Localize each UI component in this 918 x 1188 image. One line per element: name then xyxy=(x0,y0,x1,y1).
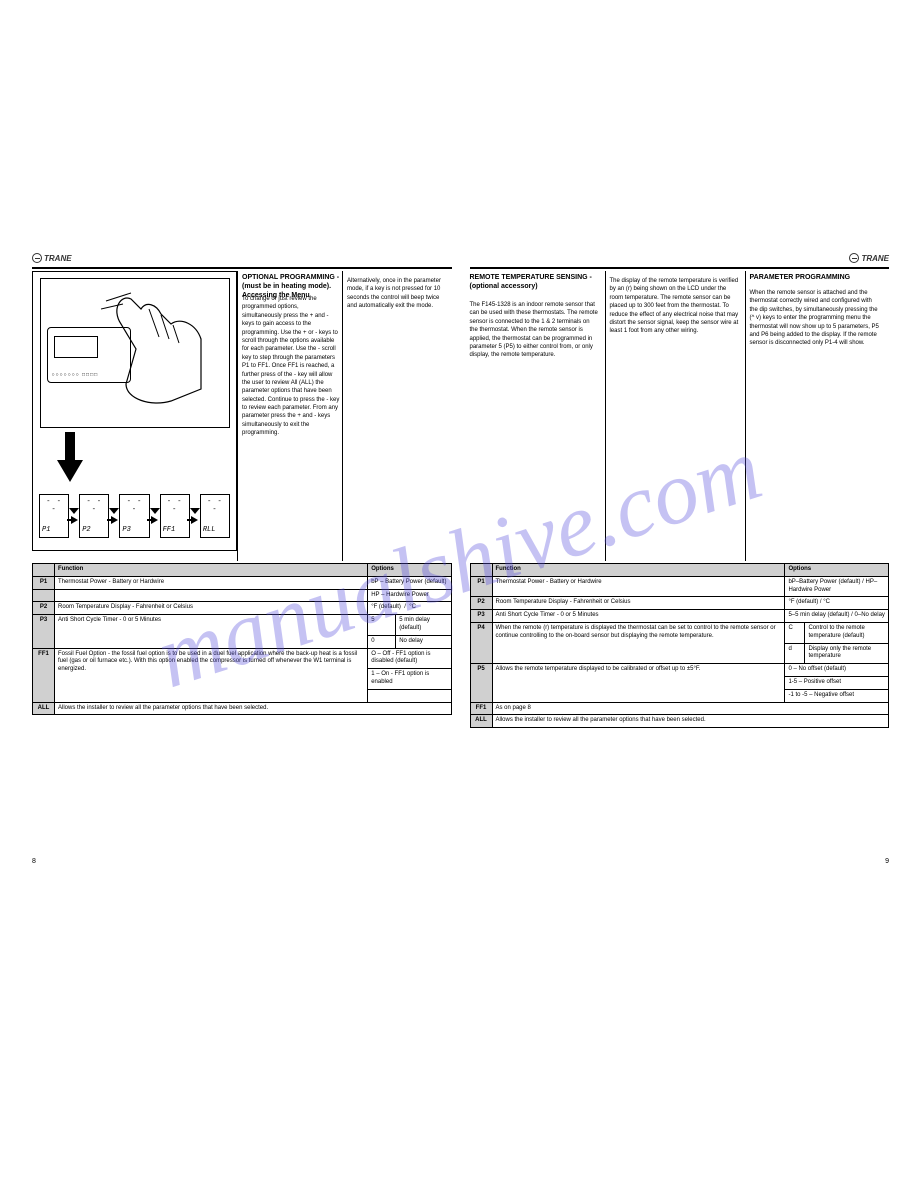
page-right: TRANE REMOTE TEMPERATURE SENSING - (opti… xyxy=(470,253,890,863)
row-p3-opt2b: No delay xyxy=(396,635,451,648)
r2-p4-o1b: Control to the remote temperature (defau… xyxy=(805,622,889,643)
down-arrow-icon xyxy=(57,432,83,482)
row-all-desc: Allows the installer to review all the p… xyxy=(55,702,452,715)
row-p1-opt: bP – Battery Power (default) xyxy=(368,576,451,589)
row-ff1-func: Fossil Fuel Option - the fossil fuel opt… xyxy=(55,648,368,702)
r2-p3-opt: 5–5 min delay (default) / 0–No delay xyxy=(785,610,889,623)
step-p2: - - -P2 xyxy=(79,494,109,538)
step-arrow-1 xyxy=(69,508,79,524)
page-number-right: 9 xyxy=(885,858,889,865)
row-p3-opt1a: 5 xyxy=(368,615,396,636)
r2-p1-func: Thermostat Power - Battery or Hardwire xyxy=(492,576,785,597)
r2-p5-o1: 0 – No offset (default) xyxy=(785,664,889,677)
document-spread: TRANE OPTIONAL PROGRAMMING - (must be in… xyxy=(32,253,889,863)
page-number-left: 8 xyxy=(32,858,36,865)
rightpage-col1-body: The F145-1328 is an indoor remote sensor… xyxy=(470,301,600,360)
r2-all-code: ALL xyxy=(470,715,492,728)
vsep-left-1 xyxy=(237,271,238,561)
vsep-left-2 xyxy=(342,271,343,561)
r2-p2-code: P2 xyxy=(470,597,492,610)
row-p3-opt1b: 5 min delay (default) xyxy=(396,615,451,636)
step-arrow-3 xyxy=(150,508,160,524)
brand-icon xyxy=(32,253,42,263)
vsep-right-2 xyxy=(745,271,746,561)
rule-top-right xyxy=(470,267,890,269)
r2-p4-o2b: Display only the remote temperature xyxy=(805,643,889,664)
vsep-right-1 xyxy=(605,271,606,561)
brand-text: TRANE xyxy=(861,254,889,263)
row-ff1-opt1: O – Off - FF1 option is disabled (defaul… xyxy=(368,648,451,669)
step-arrow-2 xyxy=(109,508,119,524)
step-p1: - - -P1 xyxy=(39,494,69,538)
brand-text: TRANE xyxy=(44,254,72,263)
row-p2-code: P2 xyxy=(33,602,55,615)
row-p2-opt: °F (default) / °C xyxy=(368,602,451,615)
leftpage-col2-body: Alternatively, once in the parameter mod… xyxy=(347,277,445,311)
row-p3-func: Anti Short Cycle Timer - 0 or 5 Minutes xyxy=(55,615,368,648)
r2-p1-opt: bP–Battery Power (default) / HP–Hardwire… xyxy=(785,576,889,597)
r2-p2-opt: °F (default) / °C xyxy=(785,597,889,610)
row-p1-func: Thermostat Power - Battery or Hardwire xyxy=(55,576,368,589)
step-ff1: - - -FF1 xyxy=(160,494,190,538)
rightpage-col3-title: PARAMETER PROGRAMMING xyxy=(750,273,880,282)
step-sequence: - - -P1 - - -P2 - - -P3 - - -FF1 - - -RL… xyxy=(39,488,230,544)
th-options: Options xyxy=(368,564,451,577)
r2-p3-code: P3 xyxy=(470,610,492,623)
leftpage-col1-body: To change or just review the programmed … xyxy=(242,295,340,438)
r2-p5-code: P5 xyxy=(470,664,492,702)
rule-top-left xyxy=(32,267,452,269)
th-function: Function xyxy=(55,564,368,577)
r2-p5-func: Allows the remote temperature displayed … xyxy=(492,664,785,702)
r2-p1-code: P1 xyxy=(470,576,492,597)
r2-p4-o1a: C xyxy=(785,622,805,643)
brand-logo-left: TRANE xyxy=(32,253,72,263)
r2-ff1-desc: As on page 8 xyxy=(492,702,889,715)
device-keys: ○○○○○○○ □□□□ xyxy=(52,372,99,378)
step-arrow-4 xyxy=(190,508,200,524)
row-p2-func: Room Temperature Display - Fahrenheit or… xyxy=(55,602,368,615)
step-p3: - - -P3 xyxy=(119,494,149,538)
rightpage-col2-body: The display of the remote temperature is… xyxy=(610,277,740,336)
r2-p5-o3: -1 to -5 – Negative offset xyxy=(785,689,889,702)
device-screen xyxy=(54,336,98,358)
hand-icon xyxy=(101,289,211,409)
r2-p5-o2: 1-5 – Positive offset xyxy=(785,676,889,689)
r2-all-desc: Allows the installer to review all the p… xyxy=(492,715,889,728)
r2-p3-func: Anti Short Cycle Timer - 0 or 5 Minutes xyxy=(492,610,785,623)
brand-icon xyxy=(849,253,859,263)
row-all-code: ALL xyxy=(33,702,55,715)
row-ff1-opt2: 1 – On - FF1 option is enabled xyxy=(368,669,451,690)
r2-ff1-code: FF1 xyxy=(470,702,492,715)
parameter-table-right: FunctionOptions P1Thermostat Power - Bat… xyxy=(470,563,890,728)
row-p1-opt2: HP – Hardwire Power xyxy=(368,589,451,602)
brand-logo-right: TRANE xyxy=(849,253,889,263)
parameter-table-left: FunctionOptions P1Thermostat Power - Bat… xyxy=(32,563,452,715)
row-p1-code: P1 xyxy=(33,576,55,589)
r2-p4-func: When the remote (r) temperature is displ… xyxy=(492,622,785,663)
r2-p4-o2a: d xyxy=(785,643,805,664)
rightpage-col1-title: REMOTE TEMPERATURE SENSING - (optional a… xyxy=(470,273,600,291)
row-p3-code: P3 xyxy=(33,615,55,648)
r2-p2-func: Room Temperature Display - Fahrenheit or… xyxy=(492,597,785,610)
th2-function: Function xyxy=(492,564,785,577)
row-p3-opt2a: 0 xyxy=(368,635,396,648)
step-all: - - -RLL xyxy=(200,494,230,538)
programming-figure: ○○○○○○○ □□□□ - - -P1 - - -P2 - - -P3 - -… xyxy=(32,271,237,551)
r2-p4-code: P4 xyxy=(470,622,492,663)
figure-illustration: ○○○○○○○ □□□□ xyxy=(40,278,230,428)
th2-options: Options xyxy=(785,564,889,577)
row-ff1-code: FF1 xyxy=(33,648,55,702)
rightpage-col3-body: When the remote sensor is attached and t… xyxy=(750,289,880,348)
page-left: TRANE OPTIONAL PROGRAMMING - (must be in… xyxy=(32,253,452,863)
